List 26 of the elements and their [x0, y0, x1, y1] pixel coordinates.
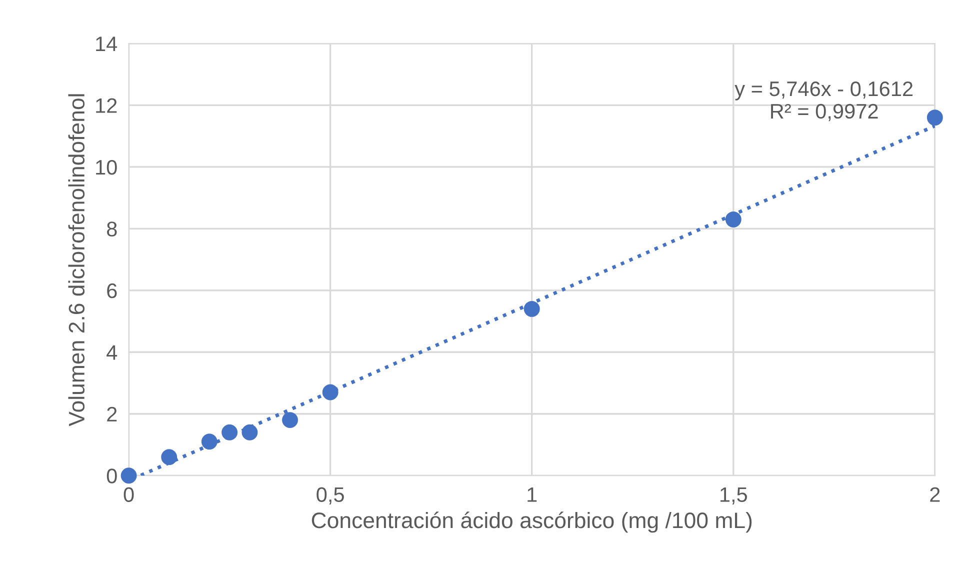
point [161, 449, 178, 466]
y-tick-label: 10 [96, 160, 117, 175]
x-axis-title: Concentración ácido ascórbico (mg /100 mL) [312, 512, 752, 533]
annotation: y = 5,746x - 0,1612 R² = 0,9972 [734, 81, 913, 122]
y-tick-label: 12 [96, 98, 117, 113]
point [242, 424, 258, 440]
y-tick-label: 6 [107, 283, 117, 298]
x-tick-label: 2 [930, 487, 940, 502]
point [120, 468, 137, 484]
x-tick-label: 0 [124, 487, 134, 502]
point [524, 300, 540, 317]
point [282, 412, 298, 428]
point [725, 211, 742, 228]
x-tick-label: 1,5 [720, 487, 747, 504]
point [322, 384, 338, 400]
x-tick-label: 1 [528, 487, 537, 502]
point [201, 434, 218, 450]
point [222, 424, 238, 440]
point [926, 110, 943, 126]
y-tick-label: 14 [96, 36, 118, 52]
y-axis-title: Volumen 2.6 diclorofenolindofenol [68, 94, 85, 426]
x-tick-label: 0,5 [316, 487, 344, 504]
y-tick-label: 8 [107, 222, 117, 236]
y-tick-label: 4 [106, 345, 118, 360]
y-tick-label: 2 [107, 406, 117, 422]
y-tick-label: 0 [106, 468, 117, 484]
